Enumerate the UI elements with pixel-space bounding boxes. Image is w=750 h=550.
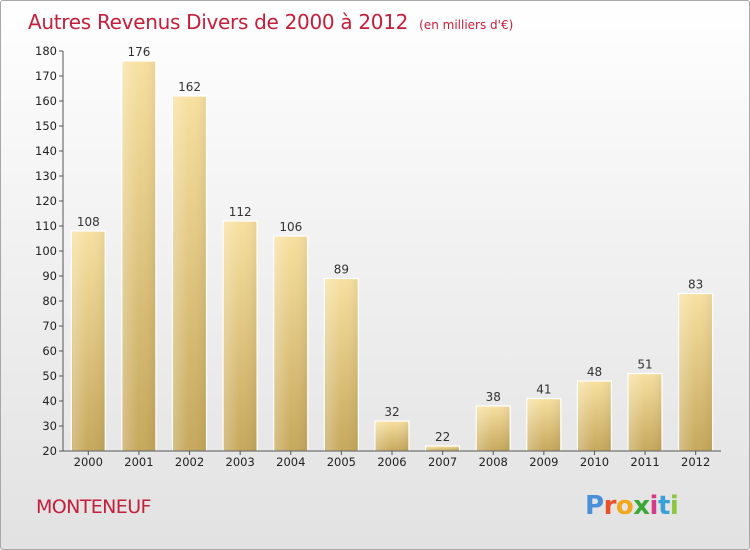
y-tick-label: 40 [42,394,57,408]
commune-name: MONTENEUF [36,496,151,518]
y-tick-label: 100 [35,244,57,258]
y-tick-label: 140 [35,144,57,158]
bar-shine-2001 [122,62,155,451]
bar-value-label: 41 [536,383,551,397]
bar-value-label: 22 [435,430,450,444]
x-tick-label: 2001 [124,455,153,469]
axes-group: 2000 2001 2002 2003 2004 2005 2006 2007 2008 2009… [35,44,721,469]
bar-shine-2006 [376,422,408,451]
y-tick-label: 90 [42,269,57,283]
bar-value-label: 51 [637,358,652,372]
x-tick-label: 2005 [327,455,356,469]
x-tick-label: 2002 [175,455,204,469]
logo-letter: x [633,491,650,521]
x-tick-label: 2009 [529,455,558,469]
x-tick-label: 2010 [580,455,609,469]
bar-value-label: 32 [384,405,399,419]
bar-shine-2000 [72,232,105,451]
y-tick-label: 20 [42,444,57,458]
x-tick-label: 2007 [428,455,457,469]
y-tick-label: 130 [35,169,57,183]
bar-shine-2008 [477,407,510,451]
y-tick-label: 110 [35,219,57,233]
bar-value-label: 48 [587,365,602,379]
bar-value-label: 106 [279,220,302,234]
bar-shine-2007 [426,447,459,451]
bar-value-label: 108 [77,215,100,229]
bars-group: 108 176 162 112 106 89 32 22 38 41 48 51 83 [70,45,714,452]
logo-letter: P [585,491,604,521]
bar-value-label: 38 [486,390,501,404]
bar-value-label: 176 [127,45,150,59]
bar-shine-2010 [578,382,611,451]
y-tick-label: 120 [35,194,57,208]
bar-value-label: 89 [334,263,349,277]
x-tick-label: 2011 [630,455,659,469]
y-tick-label: 50 [42,369,57,383]
logo-letter: t [657,491,670,521]
x-tick-label: 2000 [74,455,103,469]
y-tick-label: 180 [35,44,57,58]
y-tick-label: 30 [42,419,57,433]
bar-shine-2004 [274,237,307,451]
bar-shine-2012 [679,294,712,451]
logo-letter: i [649,491,659,521]
y-tick-label: 150 [35,119,57,133]
bar-shine-2005 [325,279,358,451]
x-tick-label: 2008 [479,455,508,469]
x-tick-label: 2006 [377,455,406,469]
x-tick-label: 2003 [226,455,255,469]
x-tick-label: 2004 [276,455,305,469]
bar-value-label: 162 [178,80,201,94]
bar-value-label: 112 [229,205,252,219]
logo-letter: o [615,491,634,521]
title-row: Autres Revenus Divers de 2000 à 2012 (en… [28,10,513,34]
chart-title: Autres Revenus Divers de 2000 à 2012 [28,10,409,34]
logo-letter: r [603,491,617,521]
bar-shine-2002 [173,97,206,451]
logo-letter: i [669,491,679,521]
proxiti-logo: Proxiti [585,491,679,521]
y-tick-label: 60 [42,344,57,358]
bar-shine-2009 [527,399,560,451]
y-tick-label: 70 [42,319,57,333]
y-tick-label: 170 [35,69,57,83]
chart-unit: (en milliers d'€) [419,18,514,32]
x-tick-label: 2012 [681,455,710,469]
y-tick-label: 80 [42,294,57,308]
bar-value-label: 83 [688,278,703,292]
bar-shine-2003 [224,222,257,451]
bar-shine-2011 [629,374,662,451]
y-tick-label: 160 [35,94,57,108]
